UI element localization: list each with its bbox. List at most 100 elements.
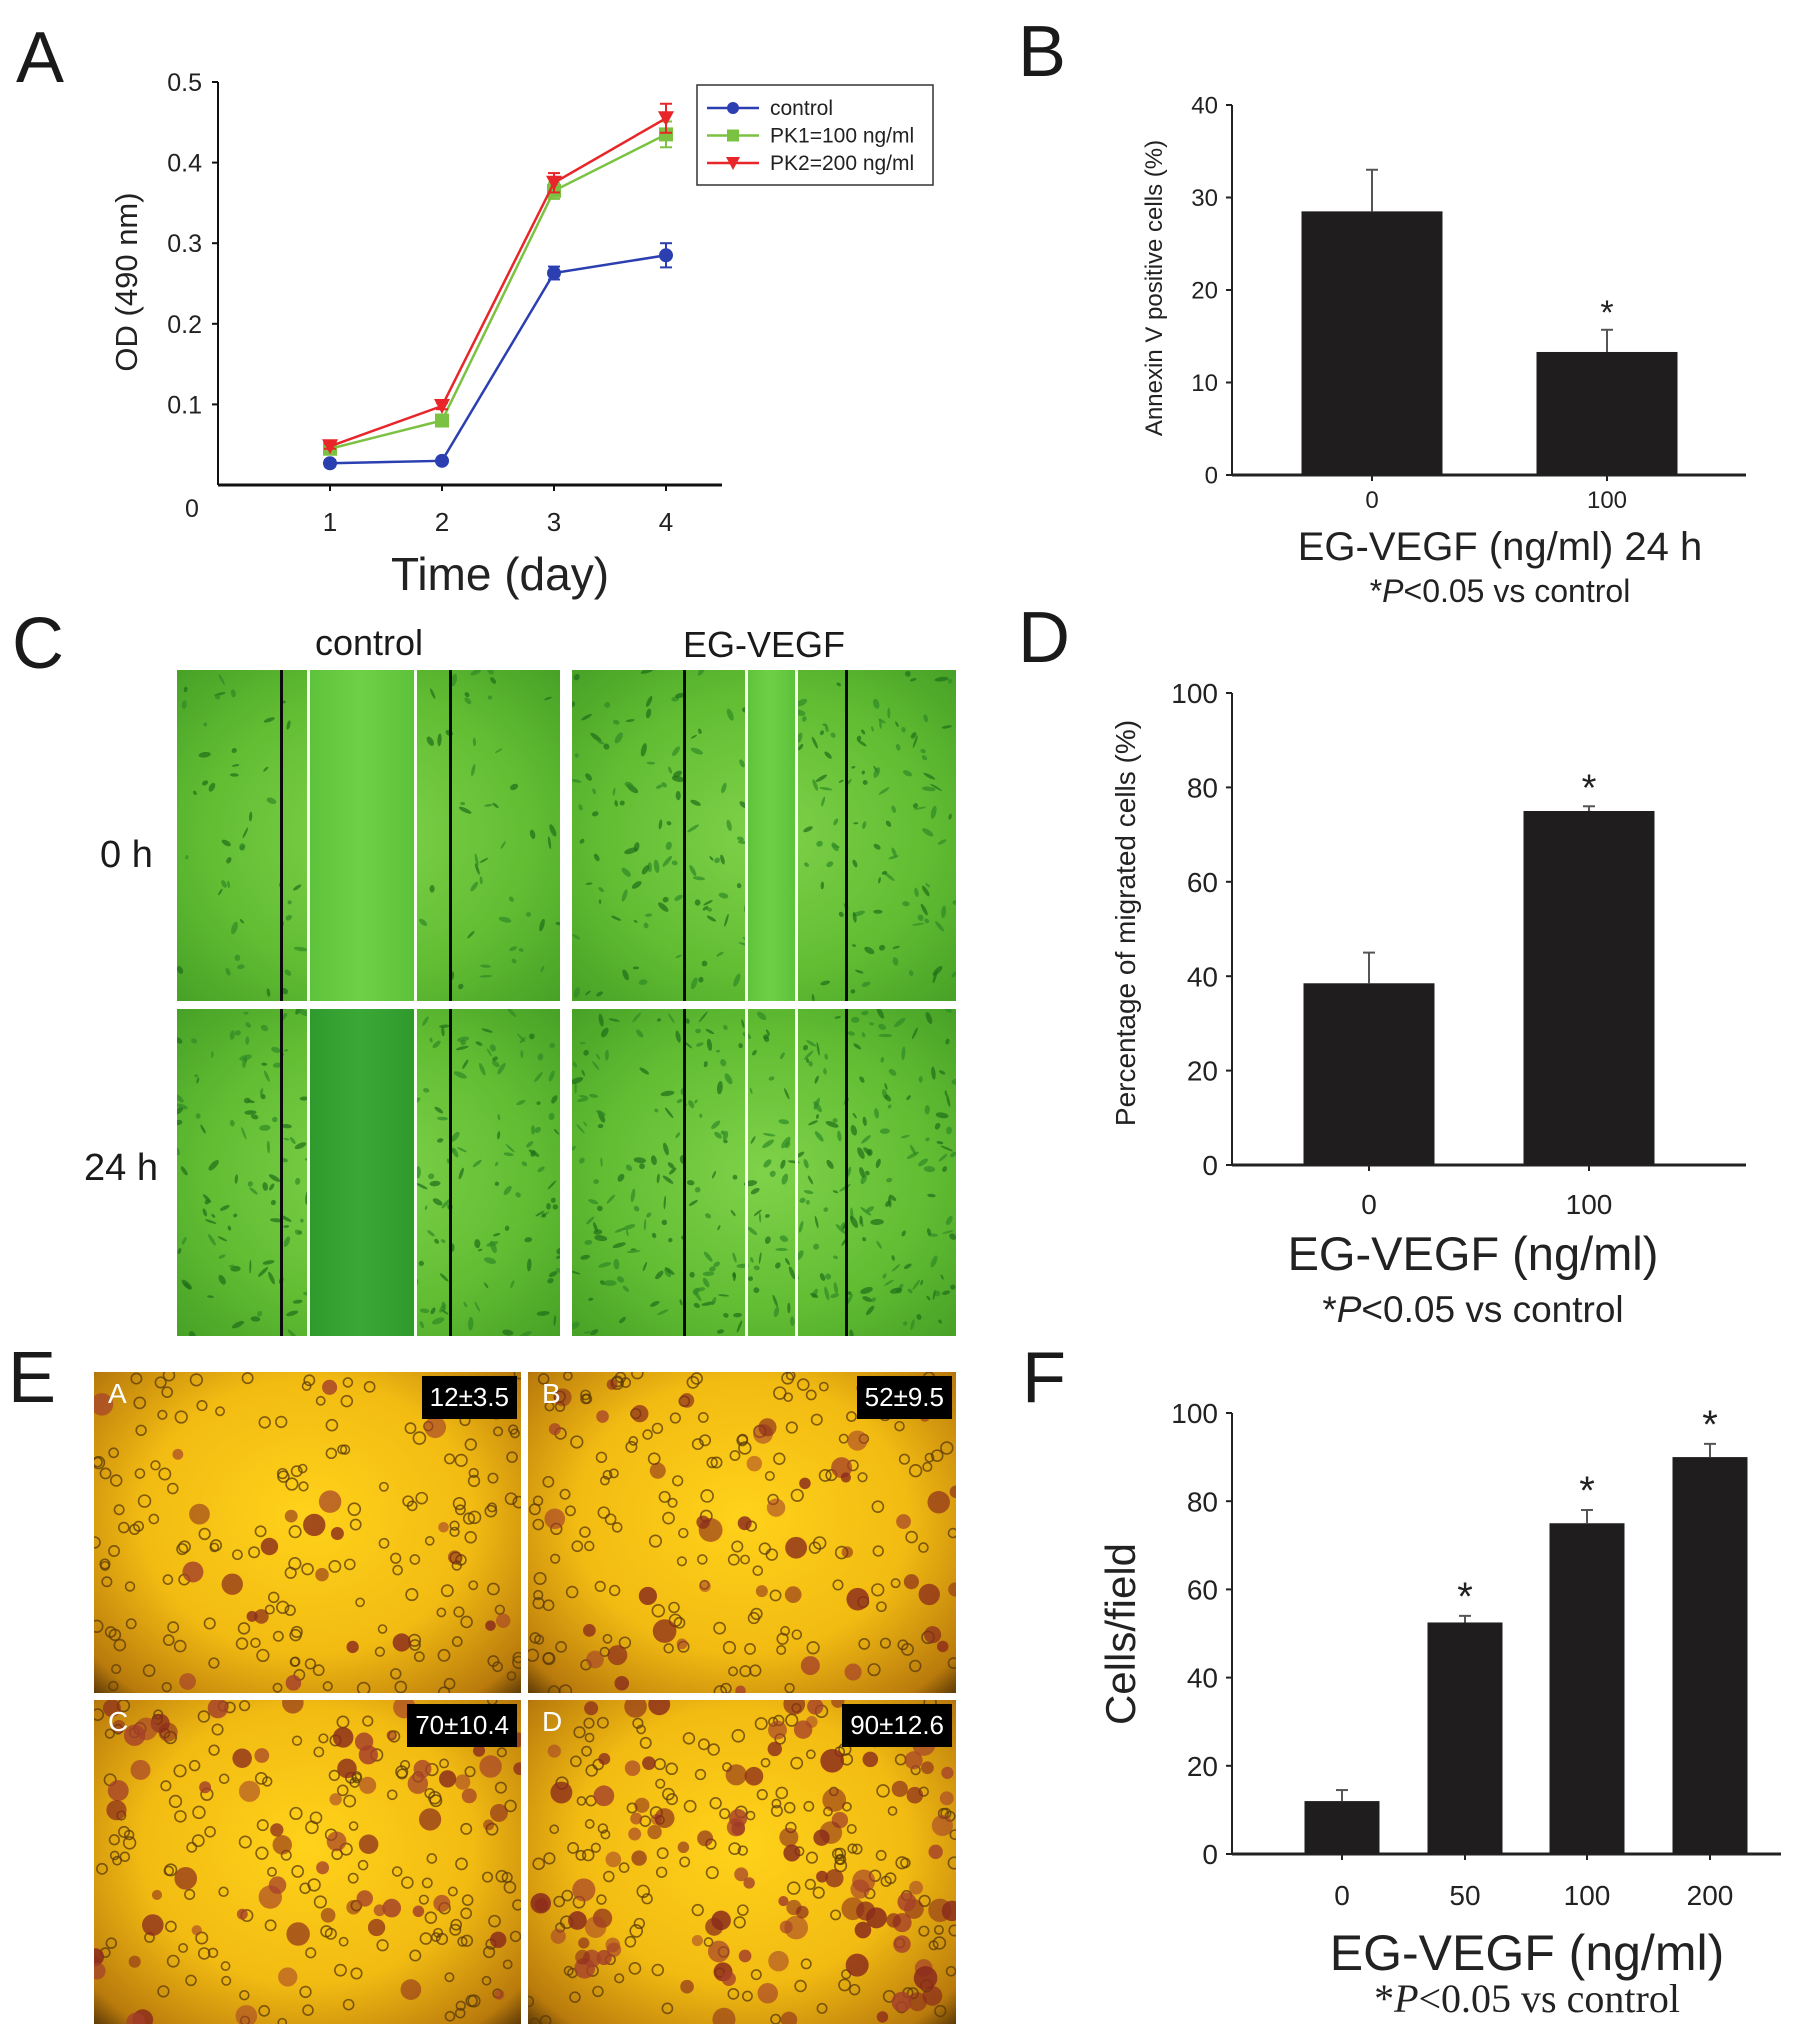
bar [1427, 1622, 1503, 1854]
data-point [659, 248, 673, 263]
micrograph-transwell-d: D 90±12.6 [528, 1700, 956, 2024]
y-tick-label: 10 [1191, 370, 1218, 397]
y-tick-label: 0.3 [167, 230, 202, 258]
significance-note: *P<0.05 vs control [1322, 1289, 1623, 1330]
y-tick-label: 20 [1191, 278, 1218, 305]
note-suffix: <0.05 vs control [1361, 1289, 1623, 1330]
y-tick-label: 0 [1202, 1150, 1218, 1181]
wound-edge-line [280, 1009, 284, 1336]
panel-label-e: E [8, 1338, 57, 1418]
bar [1672, 1457, 1748, 1854]
y-tick-label: 60 [1187, 1574, 1218, 1605]
series-control [323, 242, 673, 471]
wound-edge-line [448, 670, 452, 1001]
column-label-control: control [314, 622, 424, 663]
significance-asterisk: * [1457, 1575, 1473, 1619]
panel-label-b: B [1018, 12, 1067, 92]
y-tick-label: 0.4 [167, 150, 202, 178]
bar [1303, 983, 1435, 1165]
image-letter: B [542, 1378, 561, 1409]
bar [1523, 811, 1655, 1165]
data-point [434, 399, 450, 415]
x-tick-label: 200 [1687, 1880, 1734, 1911]
micrograph-control-24h [177, 1009, 560, 1336]
series-pk2-200-ng-ml [322, 102, 674, 455]
cell-texture [572, 670, 956, 1001]
data-point [546, 175, 562, 191]
wound-edge-line [448, 1009, 452, 1336]
y-axis-title: Cells/field [1097, 1543, 1144, 1725]
wound-edge-line [280, 670, 284, 1001]
micrograph-eg-vegf-0h [572, 670, 956, 1001]
panel-label-a: A [16, 18, 65, 98]
bar [1304, 1801, 1380, 1854]
legend-label: control [770, 97, 833, 120]
row-label-0h: 0 h [100, 834, 153, 876]
cell-texture [94, 1372, 521, 1693]
y-tick-label: 40 [1187, 961, 1218, 992]
y-axis-title: Percentage of migrated cells (%) [1110, 720, 1141, 1126]
y-tick-label: 60 [1187, 867, 1218, 898]
cell-texture [528, 1700, 956, 2024]
micrograph-transwell-b: B 52±9.5 [528, 1372, 956, 1693]
data-point [435, 413, 449, 428]
y-tick-label: 0 [1202, 1839, 1218, 1870]
micrograph-control-0h [177, 670, 560, 1001]
note-italic: P [1337, 1289, 1362, 1330]
y-tick-label: 100 [1171, 1398, 1218, 1429]
y-tick-label: 30 [1191, 185, 1218, 212]
bar [1549, 1523, 1625, 1854]
x-tick-label: 0 [1361, 1189, 1377, 1220]
panel-label-c: C [12, 604, 64, 684]
data-point [323, 456, 337, 471]
series-line [329, 254, 667, 465]
x-axis-title: Time (day) [391, 548, 609, 600]
x-tick-label: 0 [1334, 1880, 1350, 1911]
y-tick-label: 20 [1187, 1751, 1218, 1782]
row-label-24h: 24 h [84, 1147, 158, 1189]
cell-count-badge: 12±3.5 [421, 1376, 517, 1419]
data-point [727, 102, 739, 114]
y-tick-label: 0.1 [167, 391, 202, 419]
cell-count-badge: 52±9.5 [856, 1376, 952, 1419]
wound-edge-line [683, 670, 687, 1001]
cell-texture [528, 1372, 956, 1693]
micrograph-eg-vegf-24h [572, 1009, 956, 1336]
line-chart-a: 0.1 0.2 0.3 0.4 0.5 0 1 2 3 4 Time (day) OD (490 nm… [109, 69, 934, 600]
y-axis-title: Annexin V positive cells (%) [1141, 140, 1168, 436]
x-axis-title: EG-VEGF (ng/ml) 24 h [1298, 525, 1703, 569]
data-point [658, 111, 674, 127]
migration-front-line [744, 670, 748, 1001]
wound-edge-line [844, 670, 848, 1001]
migration-front-line [307, 1009, 311, 1336]
y-tick-label: 0.5 [167, 69, 202, 97]
note-suffix: <0.05 vs control [1404, 573, 1631, 609]
legend: control PK1=100 ng/ml PK2=200 ng/ml [696, 84, 934, 186]
data-point [727, 129, 739, 142]
y-tick-label: 40 [1191, 93, 1218, 120]
note-italic: P [1393, 1976, 1418, 2021]
migration-front-line [744, 1009, 748, 1336]
x-tick-label: 4 [659, 507, 673, 537]
y-tick-label: 0.2 [167, 311, 202, 339]
data-point [547, 266, 561, 281]
series-line [329, 117, 667, 448]
x-tick-label: 3 [547, 507, 561, 537]
x-tick-label: 0 [1365, 487, 1378, 514]
significance-asterisk: * [1600, 294, 1613, 332]
legend-label: PK1=100 ng/ml [770, 125, 914, 148]
bar-chart-d: 0 20 40 60 80 100 0 100 * EG-VEGF (ng/ml) Percenta… [1110, 678, 1746, 1330]
data-point [659, 127, 673, 142]
significance-note: *P<0.05 vs control [1370, 573, 1631, 609]
migration-front-line [414, 670, 418, 1001]
y-tick-label: 20 [1187, 1056, 1218, 1087]
data-point [726, 157, 740, 170]
note-prefix: * [1322, 1289, 1336, 1330]
column-label-eg-vegf: EG-VEGF [682, 624, 846, 665]
x-tick-label: 100 [1587, 487, 1627, 514]
x-tick-label: 1 [323, 507, 337, 537]
cell-texture [572, 1009, 956, 1336]
image-letter: A [108, 1378, 127, 1409]
